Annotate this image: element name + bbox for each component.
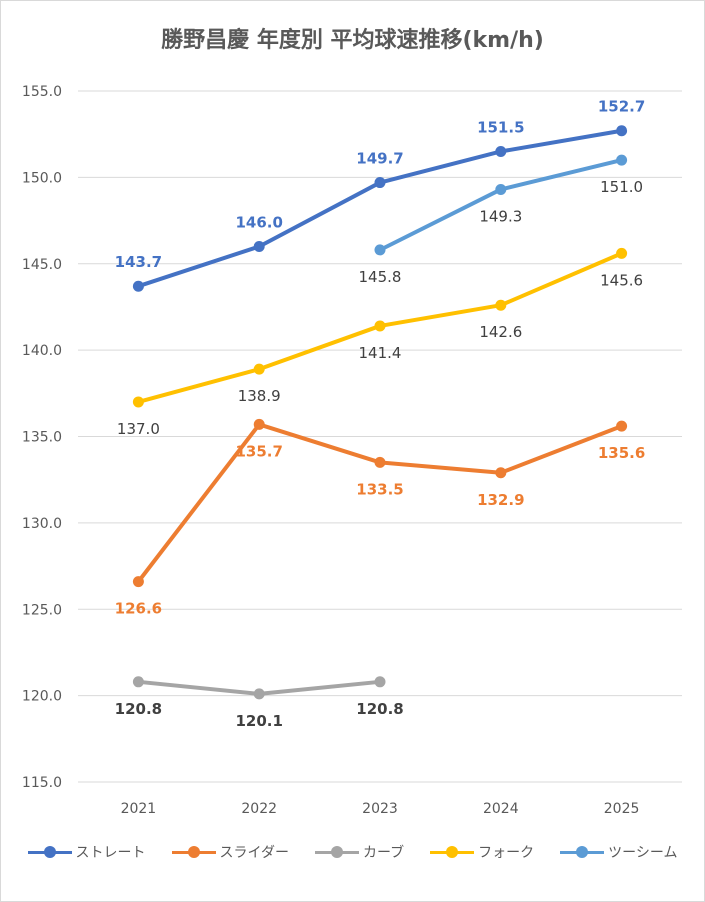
legend-label: ストレート <box>75 845 146 861</box>
y-tick-label: 125.0 <box>22 602 62 618</box>
data-label: 132.9 <box>477 491 524 509</box>
series-group <box>132 125 628 700</box>
data-point <box>253 688 265 700</box>
data-label: 126.6 <box>115 600 162 618</box>
y-tick-label: 120.0 <box>22 689 62 705</box>
chart-title: 勝野昌慶 年度別 平均球速推移(km/h) <box>161 28 544 53</box>
data-label: 120.1 <box>235 712 282 730</box>
legend-label: カーブ <box>362 845 405 861</box>
data-point <box>374 676 386 688</box>
series-line <box>136 422 624 584</box>
x-tick-label: 2025 <box>604 801 640 817</box>
data-point <box>374 244 386 256</box>
x-tick-label: 2023 <box>362 801 398 817</box>
data-point <box>616 420 628 432</box>
legend-item: フォーク <box>430 842 534 862</box>
x-tick-label: 2022 <box>241 801 277 817</box>
data-point <box>253 418 265 430</box>
data-label: 143.7 <box>115 253 162 271</box>
data-point <box>374 320 386 332</box>
data-label: 135.6 <box>598 444 645 462</box>
data-label: 151.5 <box>477 118 524 136</box>
y-tick-label: 135.0 <box>22 430 62 446</box>
legend-swatch <box>27 845 72 859</box>
data-point <box>132 576 144 588</box>
data-label: 149.7 <box>356 150 403 168</box>
x-tick-label: 2024 <box>483 801 519 817</box>
y-tick-label: 155.0 <box>22 84 62 100</box>
x-axis-ticks: 2021 2022 2023 2024 2025 <box>121 801 640 817</box>
data-label: 145.6 <box>600 271 643 289</box>
data-label: 141.4 <box>359 344 402 362</box>
legend: ストレート スライダー カーブ フォーク ツーシーム <box>0 842 705 862</box>
data-point <box>495 183 507 195</box>
y-axis-ticks: 155.0 150.0 145.0 140.0 135.0 130.0 125.0 120.0… <box>22 84 62 791</box>
data-point <box>495 467 507 479</box>
data-label: 138.9 <box>238 387 281 405</box>
legend-label: スライダー <box>219 845 289 861</box>
data-label: 149.3 <box>479 207 522 225</box>
legend-label: ツーシーム <box>608 845 678 861</box>
y-tick-label: 115.0 <box>22 775 62 791</box>
data-point <box>132 396 144 408</box>
data-labels: 143.7 146.0 149.7 151.5 152.7 126.6 135.7 133.5… <box>115 98 646 730</box>
legend-item: ツーシーム <box>560 842 677 862</box>
data-point <box>495 299 507 311</box>
data-point <box>253 240 265 252</box>
legend-item: ストレート <box>27 842 146 862</box>
data-label: 137.0 <box>117 420 160 438</box>
data-point <box>132 676 144 688</box>
data-point <box>616 247 628 259</box>
legend-item: カーブ <box>314 842 405 862</box>
data-point <box>374 177 386 189</box>
data-label: 120.8 <box>115 700 162 718</box>
x-tick-label: 2021 <box>121 801 157 817</box>
legend-swatch <box>171 845 216 859</box>
data-label: 151.0 <box>600 178 643 196</box>
data-label: 142.6 <box>479 323 522 341</box>
data-point <box>253 363 265 375</box>
legend-swatch <box>560 845 605 859</box>
y-tick-label: 145.0 <box>22 257 62 273</box>
data-label: 145.8 <box>359 268 402 286</box>
data-label: 146.0 <box>235 213 282 231</box>
data-label: 120.8 <box>356 700 403 718</box>
data-label: 135.7 <box>235 442 282 460</box>
legend-item: スライダー <box>171 842 289 862</box>
data-point <box>374 456 386 468</box>
data-label: 133.5 <box>356 480 403 498</box>
legend-label: フォーク <box>478 845 535 861</box>
data-point <box>616 125 628 137</box>
y-tick-label: 150.0 <box>22 170 62 186</box>
legend-swatch <box>430 845 475 859</box>
gridlines <box>78 90 682 783</box>
data-point <box>495 145 507 157</box>
y-tick-label: 130.0 <box>22 516 62 532</box>
data-point <box>616 154 628 166</box>
y-tick-label: 140.0 <box>22 343 62 359</box>
data-label: 152.7 <box>598 98 645 116</box>
data-point <box>132 280 144 292</box>
legend-swatch <box>314 845 359 859</box>
